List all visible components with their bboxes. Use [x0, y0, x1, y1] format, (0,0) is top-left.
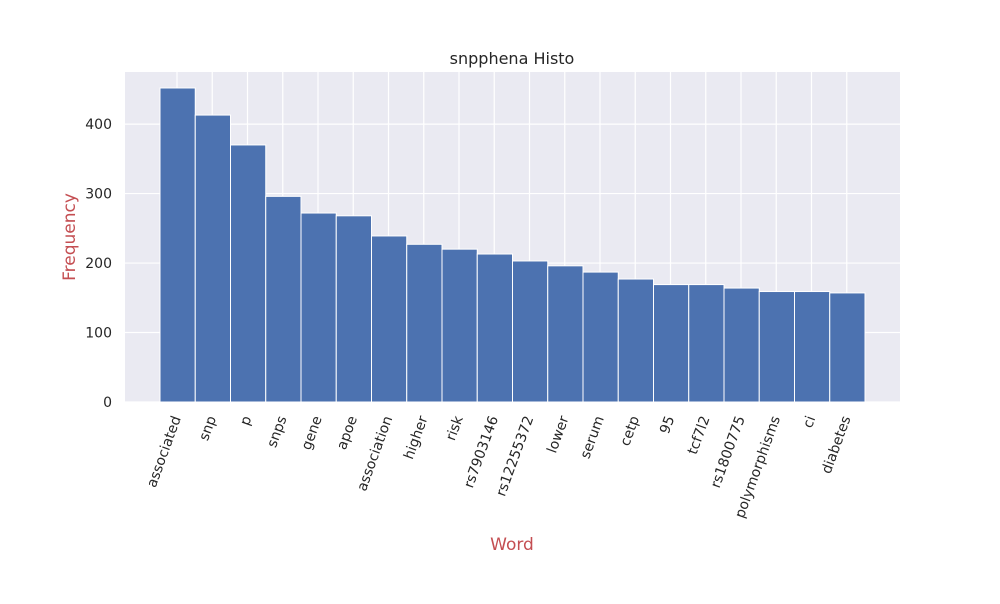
x-tick-label: tcf7l2 — [685, 414, 714, 457]
x-tick-label: snp — [196, 414, 220, 443]
bar-95 — [653, 284, 690, 403]
x-tick-label: 95 — [657, 414, 678, 436]
x-tick-label: p — [237, 414, 255, 428]
x-tick-label: rs12255372 — [493, 414, 537, 499]
y-tick-label: 0 — [103, 395, 112, 411]
bar-p — [230, 144, 267, 403]
bar-diabetes — [829, 292, 866, 403]
bar-rs1800775 — [723, 287, 760, 403]
y-axis-label: Frequency — [60, 193, 80, 281]
y-tick-labels: 0 100 200 300 400 — [85, 117, 112, 411]
bar-serum — [582, 271, 619, 403]
x-tick-label: risk — [443, 413, 467, 443]
bar-cetp — [617, 278, 654, 403]
x-axis-label: Word — [490, 535, 534, 555]
bar-lower — [547, 265, 584, 403]
bars — [159, 87, 866, 403]
bar-ci — [794, 291, 831, 403]
chart-title: snpphena Histo — [450, 49, 575, 68]
x-tick-label: apoe — [334, 414, 361, 452]
x-tick-label: higher — [401, 414, 431, 462]
bar-associated — [159, 87, 196, 403]
y-tick-label: 400 — [85, 117, 112, 133]
x-tick-label: ci — [800, 414, 819, 430]
bar-association — [371, 235, 408, 403]
x-tick-label: diabetes — [819, 414, 855, 476]
bar-risk — [441, 248, 478, 403]
bar-snp — [194, 114, 231, 403]
y-tick-label: 300 — [85, 187, 112, 203]
bar-polymorphisms — [758, 291, 795, 403]
bar-tcf7l2 — [688, 284, 725, 403]
bar-snps — [265, 195, 302, 403]
y-tick-label: 200 — [85, 256, 112, 272]
bar-rs12255372 — [512, 260, 549, 403]
bar-apoe — [335, 215, 372, 403]
y-tick-label: 100 — [85, 326, 112, 342]
x-tick-label: serum — [578, 414, 608, 461]
x-tick-label: association — [354, 414, 396, 493]
x-tick-label: rs7903146 — [461, 414, 502, 490]
bar-gene — [300, 212, 337, 403]
x-tick-label: associated — [144, 414, 185, 490]
x-tick-label: cetp — [617, 414, 643, 448]
x-tick-label: snps — [264, 414, 290, 450]
x-tick-label: rs1800775 — [708, 414, 749, 490]
bar-rs7903146 — [476, 253, 513, 403]
bar-higher — [406, 243, 443, 403]
x-tick-label: lower — [544, 414, 572, 456]
x-tick-label: gene — [299, 414, 326, 452]
